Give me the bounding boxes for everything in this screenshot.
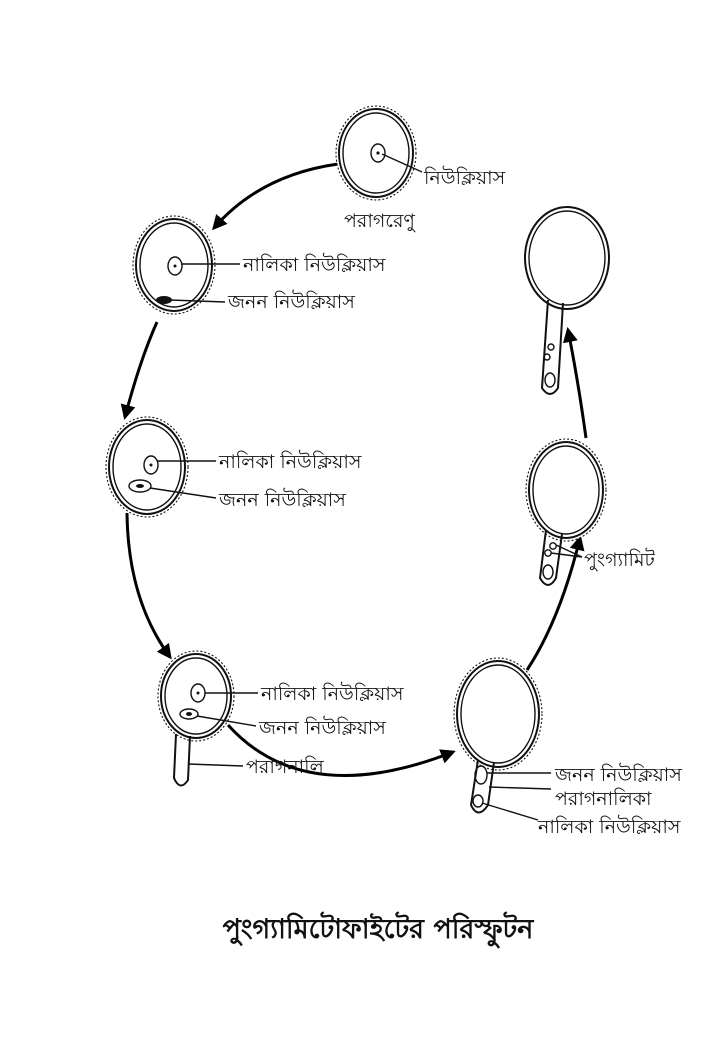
diagram-title: পুংগ্যামিটোফাইটের পরিস্ফুটন	[223, 911, 535, 948]
stage7-tube-nucleus	[544, 372, 556, 388]
stage7-grain-inner	[528, 210, 606, 306]
stage6-male-gamete-2	[544, 549, 552, 557]
stage2-intine	[139, 222, 209, 308]
stage4-grain-wall	[157, 650, 235, 742]
stage5-generative-nucleus	[474, 765, 488, 785]
stage4-intine	[164, 657, 228, 735]
stage6-male-gamete-1	[549, 542, 557, 550]
label-pollen-grain: পরাগরেণু	[344, 210, 416, 232]
stage2-binucleate-grain: নালিকা নিউক্লিয়াস জনন নিউক্লিয়াস	[132, 215, 386, 315]
stage3-tube-nucleus	[143, 455, 159, 475]
label-tube-nucleus: নালিকা নিউক্লিয়াস	[242, 253, 386, 276]
label-pollen-tube: পরাগনালি	[246, 756, 325, 778]
label-nucleus: নিউক্লিয়াস	[423, 166, 506, 189]
stage1-grain-wall	[335, 105, 417, 201]
stage7-male-gamete-1	[547, 343, 555, 351]
stage1-intine	[342, 112, 410, 194]
stage1-exine	[338, 108, 414, 198]
stage6-male-gametes-formed: পুংগ্যামিট	[525, 438, 656, 586]
stage7-pollen-tube	[540, 299, 564, 395]
stage5-tube-growing: জনন নিউক্লিয়াস পরাগনালিকা নালিকা নিউক্ল…	[453, 657, 682, 838]
label-generative-nucleus: জনন নিউক্লিয়াস	[227, 290, 355, 313]
stage3-grain-wall	[105, 416, 189, 518]
stage1-nucleolus	[376, 151, 380, 155]
arrow-stage5-to-stage6	[525, 535, 585, 671]
label-tube-nucleus: নালিকা নিউক্লিয়াস	[260, 682, 404, 705]
stage7-male-gamete-2	[543, 353, 551, 361]
stage2-exine	[135, 218, 213, 312]
stage2-tube-nucleus	[167, 256, 183, 276]
label-pollen-tube: পরাগনালিকা	[555, 788, 652, 810]
stage1-nucleus	[370, 143, 386, 163]
stage7-grain-outer	[524, 206, 610, 310]
stage4-generative-nucleus	[179, 708, 199, 720]
label-generative-nucleus: জনন নিউক্লিয়াস	[554, 763, 682, 786]
arrow-stage2-to-stage3	[120, 321, 159, 420]
stage3-exine	[108, 419, 186, 515]
stage5-tube-nucleus	[472, 794, 484, 808]
stage6-grain-wall	[525, 438, 607, 542]
label-male-gametes: পুংগ্যামিট	[584, 548, 656, 571]
stage2-generative-nucleus	[156, 296, 172, 304]
label-tube-nucleus: নালিকা নিউক্লিয়াস	[537, 815, 681, 838]
stage1-pollen-grain: নিউক্লিয়াস পরাগরেণু	[335, 105, 506, 232]
stage4-exine	[160, 653, 232, 739]
label-generative-nucleus: জনন নিউক্লিয়াস	[218, 488, 346, 511]
stage5-grain-wall	[453, 657, 543, 771]
cycle-arrows	[120, 162, 588, 778]
stage6-tube-nucleus	[542, 564, 554, 580]
arrow-stage3-to-stage4	[125, 512, 172, 660]
stage5-exine	[456, 660, 540, 768]
stage6-exine	[528, 441, 604, 539]
label-generative-nucleus: জনন নিউক্লিয়াস	[258, 716, 386, 739]
stage7-mature-pollen-tube	[524, 206, 610, 395]
arrow-stage6-to-stage7	[562, 327, 588, 439]
stage3-generative-nucleus	[128, 479, 152, 493]
stage6-intine	[532, 445, 600, 535]
stage6-pollen-tube	[538, 529, 563, 586]
stage3-intine	[112, 423, 182, 511]
stage4-pollen-tube	[172, 733, 191, 787]
stage3-generative-core	[136, 484, 144, 488]
label-tube-nucleus: নালিকা নিউক্লিয়াস	[218, 450, 362, 473]
stage4-germinating-grain: নালিকা নিউক্লিয়াস জনন নিউক্লিয়াস পরাগন…	[157, 650, 404, 787]
stage5-intine	[460, 664, 536, 764]
arrow-stage4-to-stage5	[226, 723, 456, 778]
arrow-stage1-to-stage2	[212, 162, 339, 231]
stage3-binucleate-grain: নালিকা নিউক্লিয়াস জনন নিউক্লিয়াস	[105, 416, 362, 518]
